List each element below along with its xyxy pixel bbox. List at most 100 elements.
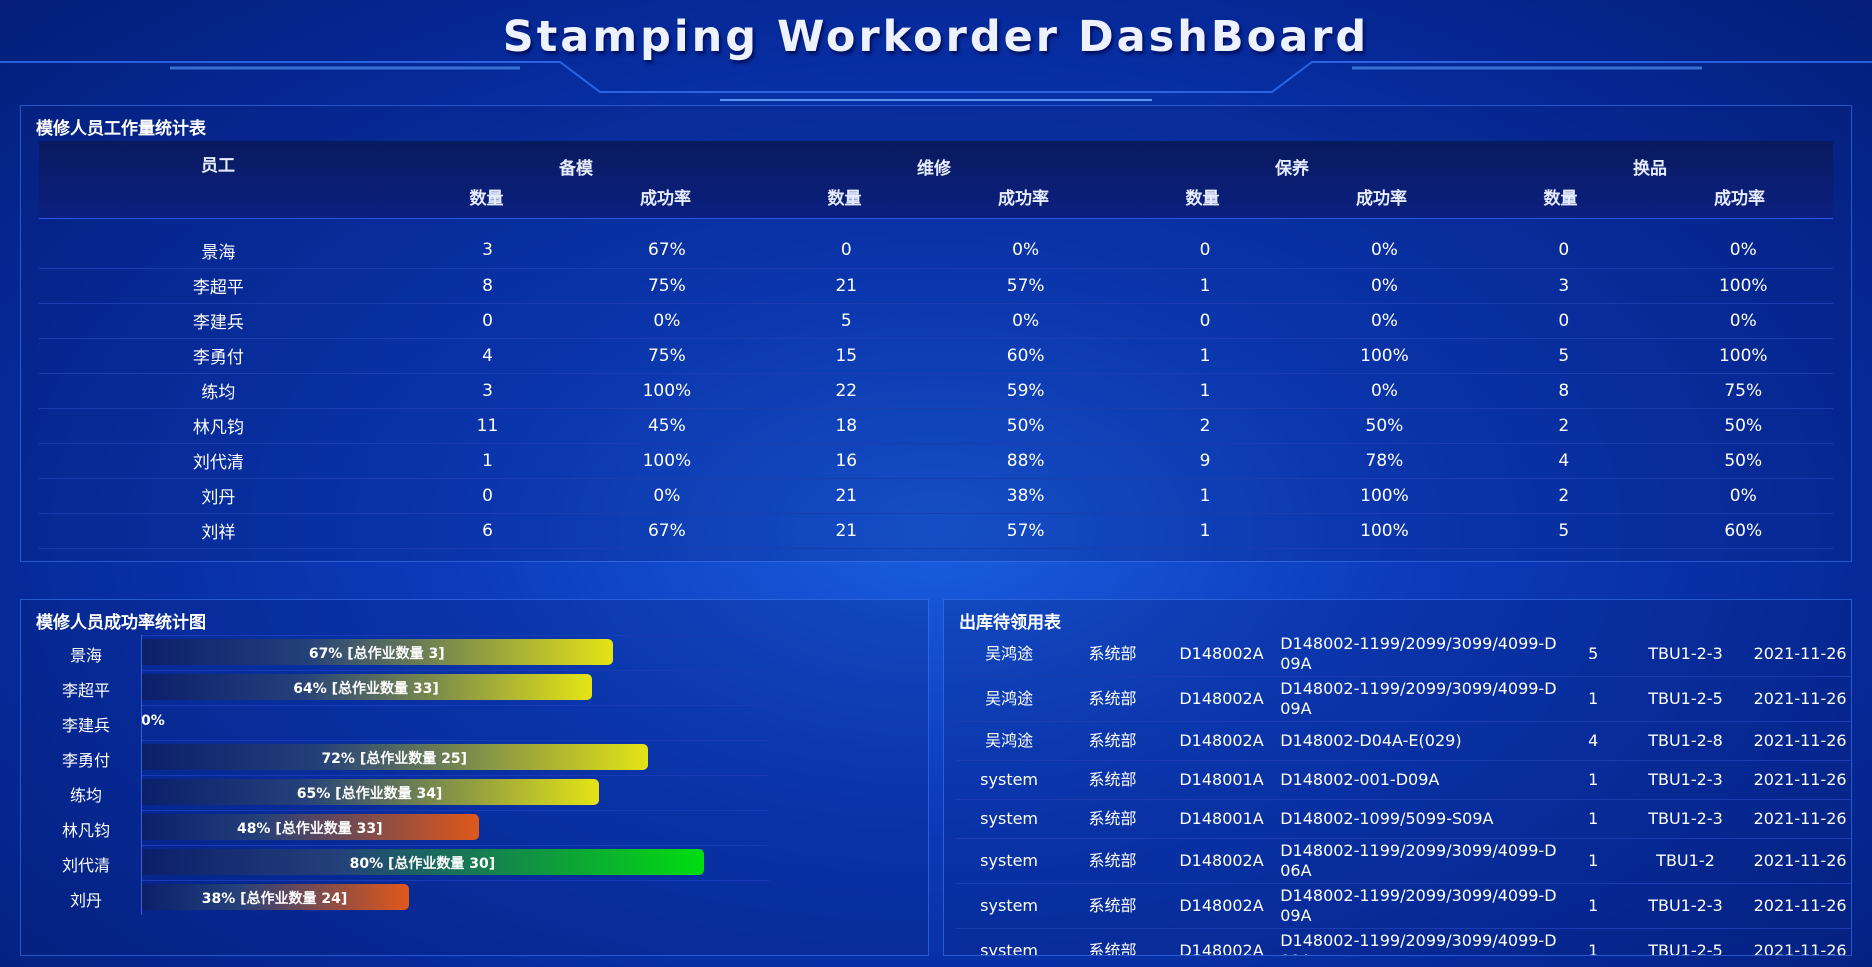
table-cell: 4: [1588, 731, 1599, 750]
data-label: 38% [总作业数量 24]: [201, 891, 348, 907]
bar: [141, 814, 479, 840]
table-cell: 60%: [1006, 345, 1045, 366]
table-cell: D148002-1199/2099/3099/4099-D06A: [1280, 841, 1557, 880]
table-cell: 4: [1558, 450, 1570, 471]
table-cell: 0: [482, 310, 493, 331]
category-label: 李建兵: [61, 716, 110, 735]
table-row: 吴鸿途 系统部 D148002A D148002-D04A-E(029) 4 TBU1-2…: [956, 722, 1851, 761]
table-cell: D148002-1199/2099/3099/4099-D09A: [1280, 931, 1557, 955]
table-cell: 系统部: [1088, 809, 1137, 828]
table-cell: 1: [1199, 485, 1211, 506]
table-row: system 系统部 D148002A D148002-1199/2099/3099/…: [956, 884, 1851, 929]
panel-title: 模修人员成功率统计图: [36, 613, 206, 633]
table-cell: 0%: [653, 310, 681, 331]
table-cell: 1: [482, 450, 493, 471]
table-cell: 系统部: [1088, 731, 1137, 750]
table-cell: 1: [1199, 275, 1211, 296]
sub-header: 成功率: [640, 189, 691, 209]
table-cell: 5: [1558, 520, 1570, 541]
table-cell: 1: [1588, 896, 1599, 915]
table-cell: 刘代清: [192, 453, 244, 473]
table-cell: 1: [1199, 345, 1211, 366]
table-row: 景海 3 67% 0 0% 0 0% 0 0%: [39, 233, 1833, 268]
table-cell: 100%: [1718, 275, 1768, 296]
table-cell: D148002A: [1179, 731, 1264, 750]
table-cell: 5: [840, 310, 852, 331]
table-cell: 5: [1588, 644, 1599, 663]
table-cell: 4: [482, 345, 493, 366]
table-cell: 100%: [642, 450, 692, 471]
table-row: system 系统部 D148002A D148002-1199/2099/3099/…: [956, 839, 1851, 884]
table-cell: 0%: [1370, 275, 1398, 296]
table-cell: 刘祥: [201, 523, 236, 543]
table-cell: 21: [835, 275, 858, 296]
table-cell: 2021-11-26: [1753, 689, 1847, 708]
table-cell: TBU1-2-3: [1648, 896, 1723, 915]
table-cell: 5: [1558, 345, 1570, 366]
table-cell: TBU1-2-3: [1648, 770, 1723, 789]
bar: [141, 639, 613, 665]
sub-header: 成功率: [998, 189, 1049, 209]
outbound-panel: 出库待领用表 吴鸿途 系统部 D148002A D148002-1199/2099/3…: [943, 599, 1852, 956]
table-cell: 练均: [201, 383, 236, 403]
table-cell: 100%: [1360, 520, 1409, 541]
table-cell: D148002A: [1179, 941, 1264, 956]
table-row: 练均 3 100% 22 59% 1 0% 8 75%: [39, 373, 1833, 408]
sub-header: 数量: [827, 189, 862, 209]
table-cell: 2021-11-26: [1753, 644, 1847, 663]
table-row: system 系统部 D148002A D148002-1199/2099/3099/…: [956, 929, 1851, 956]
table-cell: TBU1-2-3: [1648, 809, 1723, 828]
table-cell: 2021-11-26: [1753, 770, 1847, 789]
table-cell: system: [980, 941, 1039, 956]
bar-chart: 景海 67% [总作业数量 3] 李超平 64% [总作业数量 33] 李建兵 0% 李勇付…: [21, 600, 928, 955]
table-cell: 0%: [653, 485, 681, 506]
table-cell: 67%: [647, 520, 686, 541]
table-cell: 2021-11-26: [1753, 851, 1847, 870]
table-cell: 88%: [1006, 450, 1045, 471]
table-cell: 59%: [1006, 380, 1045, 401]
panel-title: 出库待领用表: [959, 613, 1061, 633]
table-cell: 1: [1588, 941, 1599, 956]
group-header: 备模: [559, 159, 593, 179]
sub-header: 成功率: [1356, 189, 1407, 209]
table-cell: 0%: [1729, 485, 1757, 506]
table-cell: 系统部: [1088, 896, 1137, 915]
table-row: 刘祥 6 67% 21 57% 1 100% 5 60%: [39, 513, 1833, 548]
group-header: 换品: [1633, 159, 1667, 179]
table-cell: D148002-1199/2099/3099/4099-D09A: [1280, 886, 1557, 925]
data-label: 64% [总作业数量 33]: [293, 681, 439, 697]
table-cell: 系统部: [1088, 851, 1137, 870]
table-row: 李超平 8 75% 21 57% 1 0% 3 100%: [39, 268, 1833, 303]
table-cell: 1: [1588, 851, 1599, 870]
table-cell: 9: [1199, 450, 1211, 471]
table-cell: 100%: [642, 380, 692, 401]
table-cell: 1: [1199, 520, 1211, 541]
table-cell: 50%: [1724, 415, 1763, 436]
table-cell: D148002-1199/2099/3099/4099-D09A: [1280, 679, 1557, 718]
table-cell: 11: [476, 415, 499, 436]
table-cell: D148002-1099/5099-S09A: [1280, 809, 1494, 828]
data-label: 80% [总作业数量 30]: [349, 856, 496, 872]
table-cell: 21: [835, 485, 858, 506]
table-cell: 6: [482, 520, 493, 541]
table-cell: 38%: [1006, 485, 1045, 506]
table-cell: 1: [1199, 380, 1211, 401]
table-cell: 2: [1558, 485, 1570, 506]
table-cell: 67%: [647, 240, 686, 261]
table-cell: 3: [482, 240, 493, 261]
table-cell: 3: [482, 380, 493, 401]
table-cell: 16: [835, 450, 858, 471]
table-cell: 8: [1558, 380, 1570, 401]
category-label: 练均: [69, 786, 102, 805]
table-cell: 0%: [1729, 240, 1757, 261]
table-cell: 2021-11-26: [1753, 896, 1847, 915]
table-cell: 78%: [1365, 450, 1404, 471]
table-cell: system: [980, 770, 1039, 789]
table-cell: system: [980, 851, 1039, 870]
rate-chart-panel: 模修人员成功率统计图 景海 67% [总作业数量 3] 李超平 64% [总作业数量 …: [20, 599, 929, 956]
table-row: system 系统部 D148001A D148002-1099/5099-S09A 1…: [956, 800, 1851, 839]
table-row: 刘丹 0 0% 21 38% 1 100% 2 0%: [39, 478, 1833, 513]
category-label: 林凡钧: [61, 821, 110, 840]
table-cell: 100%: [1718, 345, 1768, 366]
group-header: 保养: [1275, 159, 1309, 179]
